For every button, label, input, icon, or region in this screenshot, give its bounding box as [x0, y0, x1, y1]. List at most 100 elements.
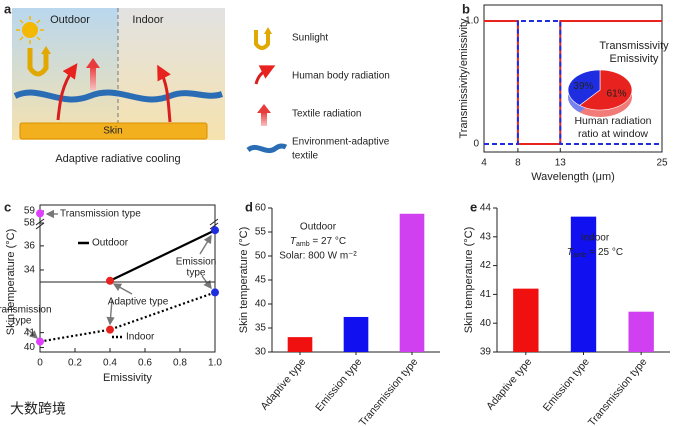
y-axis-label: Skin temperature (°C): [5, 229, 17, 336]
x-tick-label: 0.2: [68, 358, 82, 369]
series-line: [39, 291, 216, 343]
data-point: [106, 325, 114, 334]
watermark: 大数跨境: [10, 401, 66, 417]
data-point: [106, 276, 114, 285]
x-tick-label: 8: [515, 158, 521, 169]
x-tick-label: 0.4: [103, 358, 117, 369]
bar: [570, 216, 597, 352]
panel-label: a: [4, 1, 12, 16]
pie-slice: [567, 69, 601, 106]
y-tick-label: 58: [24, 218, 36, 229]
diagram-art: [12, 8, 288, 154]
plot-frame: [39, 204, 216, 353]
annotation-text: = 25 °C: [587, 247, 624, 258]
annotation: Outdoor: [300, 222, 337, 233]
panel-label: b: [462, 1, 470, 16]
annotation: type: [13, 316, 32, 327]
y-tick-label: 50: [255, 251, 267, 262]
pie-value-label: 39%: [573, 81, 593, 92]
legend-label: Textile radiation: [292, 109, 361, 120]
legend-label: Outdoor: [92, 238, 129, 249]
y-tick-label: 36: [24, 241, 36, 252]
legend-label: Emissivity: [610, 53, 659, 65]
series-line: [484, 19, 662, 146]
y-tick-label: 45: [255, 275, 267, 286]
annotation: type: [187, 268, 206, 279]
x-tick-label: 13: [555, 158, 567, 169]
y-tick-label: 55: [255, 227, 267, 238]
annotation-symbol: T: [290, 236, 297, 247]
data-point: [211, 226, 219, 235]
y-tick-label: 1.0: [465, 16, 479, 27]
x-tick-label: Adaptive type: [258, 356, 308, 413]
data-point: [211, 288, 219, 297]
annotation: Transmission type: [60, 209, 141, 220]
x-tick-label: 4: [481, 158, 487, 169]
y-tick-label: 40: [255, 299, 267, 310]
annotation: Tamb = 27 °C: [290, 236, 346, 248]
x-tick-label: 0: [37, 358, 43, 369]
y-tick-label: 40: [480, 318, 492, 329]
x-axis-label: Wavelength (μm): [531, 171, 615, 183]
region-label: Indoor: [132, 14, 164, 26]
legend-label: Environment-adaptive: [292, 137, 390, 148]
y-tick-label: 43: [480, 231, 492, 242]
y-tick-label: 41: [480, 289, 492, 300]
annotation: Tamb = 25 °C: [567, 247, 623, 259]
plot-frame: [483, 4, 663, 153]
y-tick-label: 41: [24, 327, 36, 338]
y-tick-label: 44: [480, 203, 492, 214]
y-tick-label: 39: [480, 347, 492, 358]
legend-label: Sunlight: [292, 33, 328, 44]
y-tick-label: 59: [24, 206, 36, 217]
y-tick-label: 35: [255, 323, 267, 334]
x-tick-label: Transmission type: [586, 356, 650, 426]
region-label: Outdoor: [50, 14, 90, 26]
annotation: Indoor: [581, 233, 610, 244]
bar: [513, 288, 539, 352]
bar: [399, 213, 425, 352]
inset-title: ratio at window: [578, 128, 648, 140]
caption: Adaptive radiative cooling: [55, 153, 180, 165]
x-tick-label: Emission type: [541, 356, 592, 414]
pie-value-label: 61%: [607, 88, 627, 99]
series-line: [484, 19, 662, 146]
annotation-symbol: T: [567, 247, 574, 258]
bar: [628, 311, 654, 352]
y-axis-label: Skin temperature (°C): [238, 227, 250, 334]
x-tick-label: Emission type: [313, 356, 364, 414]
annotation: Emission: [176, 257, 217, 268]
y-tick-label: 60: [255, 203, 267, 214]
legend-label: Human body radiation: [292, 71, 390, 82]
y-tick-label: 0: [473, 139, 479, 150]
x-tick-label: Adaptive type: [484, 356, 534, 413]
panel-label: e: [470, 199, 477, 214]
legend-label: Transmissivity: [599, 40, 669, 52]
skin-label: Skin: [103, 126, 122, 137]
y-tick-label: 42: [480, 260, 492, 271]
data-point: [36, 209, 44, 218]
series-line: [109, 229, 216, 282]
annotation: Transmission: [0, 305, 52, 316]
y-tick-label: 34: [24, 265, 36, 276]
x-tick-label: Transmission type: [357, 356, 421, 426]
panel-label: c: [4, 199, 11, 214]
pie-slice: [579, 69, 633, 111]
inset-title: Human radiation: [574, 115, 651, 127]
x-tick-label: 1.0: [208, 358, 222, 369]
y-tick-label: 30: [255, 347, 267, 358]
annotation-subscript: amb: [296, 241, 310, 248]
annotation-text: = 27 °C: [310, 236, 347, 247]
x-tick-label: 0.6: [138, 358, 152, 369]
x-axis-label: Emissivity: [103, 372, 152, 384]
x-tick-label: 0.8: [173, 358, 187, 369]
panel-label: d: [245, 199, 253, 214]
y-axis-label: Transmissivity/emissivity: [458, 18, 470, 138]
annotation-subscript: amb: [573, 252, 587, 259]
legend-label: textile: [292, 151, 319, 162]
legend-label: Indoor: [126, 332, 155, 343]
annotation: Solar: 800 W m⁻²: [279, 251, 357, 262]
bar: [287, 337, 313, 352]
y-axis-label: Skin temperature (°C): [463, 227, 475, 334]
